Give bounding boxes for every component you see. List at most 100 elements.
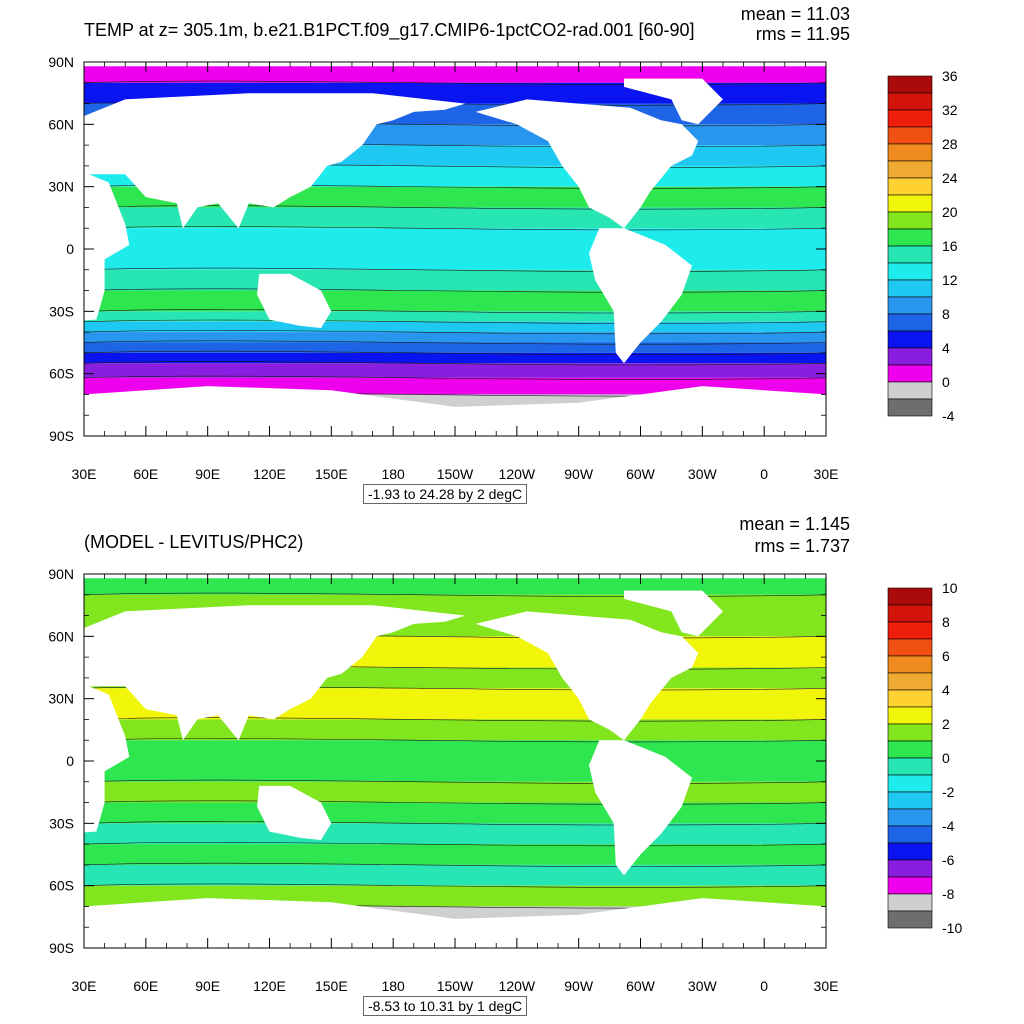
- anomaly-band-5: [84, 719, 826, 741]
- anomaly-lon-label: 120E: [253, 978, 286, 994]
- anomaly-colorbar-label: 4: [942, 682, 950, 698]
- anomaly-band-11: [84, 864, 826, 886]
- anomaly-colorbar-box: [887, 638, 933, 657]
- temperature-colorbar-label: 32: [942, 102, 958, 118]
- temperature-lon-label: 150W: [437, 466, 474, 482]
- temperature-lon-label: 180: [381, 466, 405, 482]
- anomaly-contour-8: [84, 821, 826, 826]
- anomaly-rms: rms = 1.737: [754, 536, 850, 556]
- temperature-mean: mean = 11.03: [740, 4, 850, 24]
- temperature-land-africa: [84, 172, 130, 321]
- anomaly-mean: mean = 1.145: [739, 514, 850, 534]
- anomaly-lat-label: 90S: [49, 940, 74, 956]
- temperature-lat-label: 90S: [49, 428, 74, 444]
- anomaly-colorbar-box: [887, 706, 933, 725]
- anomaly-lon-label: 120W: [499, 978, 536, 994]
- temperature-rms: rms = 11.95: [755, 24, 850, 44]
- temperature-colorbar-label: -4: [942, 408, 955, 424]
- anomaly-band-10: [84, 844, 826, 865]
- anomaly-colorbar-box: [887, 621, 933, 640]
- anomaly-contour-11: [84, 883, 826, 888]
- anomaly-colorbar-box: [887, 655, 933, 674]
- anomaly-lon-label: 0: [760, 978, 768, 994]
- anomaly-land-africa: [84, 684, 130, 833]
- anomaly-colorbar-box: [887, 893, 933, 912]
- temperature-contour-12: [84, 330, 826, 335]
- anomaly-field: [84, 574, 826, 948]
- anomaly-colorbar-box: [887, 757, 933, 776]
- anomaly-colorbar-label: 10: [942, 580, 958, 596]
- temperature-band-7: [84, 207, 826, 229]
- anomaly-colorbar-box: [887, 672, 933, 691]
- temperature-colorbar-label: 12: [942, 272, 958, 288]
- anomaly-colorbar-box: [887, 876, 933, 895]
- temperature-colorbar-box: [887, 228, 933, 247]
- anomaly-colorbar-box: [887, 689, 933, 708]
- anomaly-contour-6: [84, 779, 826, 784]
- anomaly-colorbar-label: 2: [942, 716, 950, 732]
- anomaly-lon-label: 90W: [564, 978, 594, 994]
- temperature-contour-9: [84, 288, 826, 293]
- temperature-colorbar-box: [887, 381, 933, 400]
- temperature-colorbar-label: 20: [942, 204, 958, 220]
- temperature-field: [84, 62, 826, 436]
- anomaly-lat-label: 90N: [48, 566, 74, 582]
- temperature-contour-10: [84, 309, 826, 314]
- temperature-contour-16: [84, 375, 826, 380]
- temperature-colorbar-box: [887, 75, 933, 94]
- temperature-colorbar-label: 24: [942, 170, 958, 186]
- anomaly-contour-10: [84, 862, 826, 867]
- temperature-contour-11: [84, 319, 826, 324]
- anomaly-lon-label: 180: [381, 978, 405, 994]
- temperature-colorbar-label: 16: [942, 238, 958, 254]
- anomaly-lon-label: 60W: [626, 978, 656, 994]
- anomaly-colorbar: 10 8 6 4 2 0 -2 -4 -6 -8 -10: [887, 580, 962, 936]
- anomaly-lon-label: 60E: [133, 978, 158, 994]
- temperature-colorbar-box: [887, 279, 933, 298]
- temperature-band-16: [84, 363, 826, 378]
- temperature-lon-label: 30W: [688, 466, 718, 482]
- anomaly-lon-label: 90E: [195, 978, 220, 994]
- anomaly-title: (MODEL - LEVITUS/PHC2): [84, 532, 304, 552]
- temperature-colorbar-label: 8: [942, 306, 950, 322]
- anomaly-contour-7: [84, 800, 826, 805]
- anomaly-lon-label: 30W: [688, 978, 718, 994]
- anomaly-colorbar-label: 0: [942, 750, 950, 766]
- anomaly-lat-label: 0: [66, 753, 74, 769]
- temperature-band-8: [84, 228, 826, 270]
- anomaly-lat-label: 30S: [49, 815, 74, 831]
- temperature-map: 90N 60N 30N 0 30S 60S 90S 30E 60E 90E 120E 150E 180 1…: [48, 54, 838, 482]
- anomaly-colorbar-box: [887, 774, 933, 793]
- temperature-colorbar-box: [887, 296, 933, 315]
- temperature-colorbar-box: [887, 194, 933, 213]
- anomaly-colorbar-box: [887, 859, 933, 878]
- temperature-title: TEMP at z= 305.1m, b.e21.B1PCT.f09_g17.C…: [84, 20, 695, 40]
- anomaly-land-greenland: [624, 590, 723, 637]
- anomaly-colorbar-box: [887, 740, 933, 759]
- temperature-contour-6: [84, 205, 826, 210]
- temperature-lon-label: 90E: [195, 466, 220, 482]
- anomaly-lon-label: 30E: [72, 978, 97, 994]
- temperature-colorbar-box: [887, 211, 933, 230]
- anomaly-colorbar-label: 8: [942, 614, 950, 630]
- anomaly-contour-5: [84, 738, 826, 743]
- temperature-band-14: [84, 342, 826, 353]
- temperature-land-greenland: [624, 78, 723, 125]
- temperature-colorbar-box: [887, 398, 933, 417]
- temperature-colorbar-label: 0: [942, 374, 950, 390]
- anomaly-land-eurasia: [84, 605, 466, 741]
- temperature-lat-label: 60N: [48, 116, 74, 132]
- anomaly-contour-info: -8.53 to 10.31 by 1 degC: [363, 996, 528, 1016]
- temperature-lat-label: 30N: [48, 179, 74, 195]
- temperature-panel: TEMP at z= 305.1m, b.e21.B1PCT.f09_g17.C…: [48, 4, 958, 504]
- temperature-lon-label: 60W: [626, 466, 656, 482]
- anomaly-land-antarctica: [84, 898, 826, 948]
- anomaly-land-southamerica: [589, 740, 692, 876]
- temperature-band-10: [84, 290, 826, 312]
- temperature-lat-label: 90N: [48, 54, 74, 70]
- anomaly-colorbar-label: 6: [942, 648, 950, 664]
- temperature-colorbar-box: [887, 177, 933, 196]
- temperature-lon-label: 0: [760, 466, 768, 482]
- anomaly-lon-label: 150W: [437, 978, 474, 994]
- temperature-lon-label: 120W: [499, 466, 536, 482]
